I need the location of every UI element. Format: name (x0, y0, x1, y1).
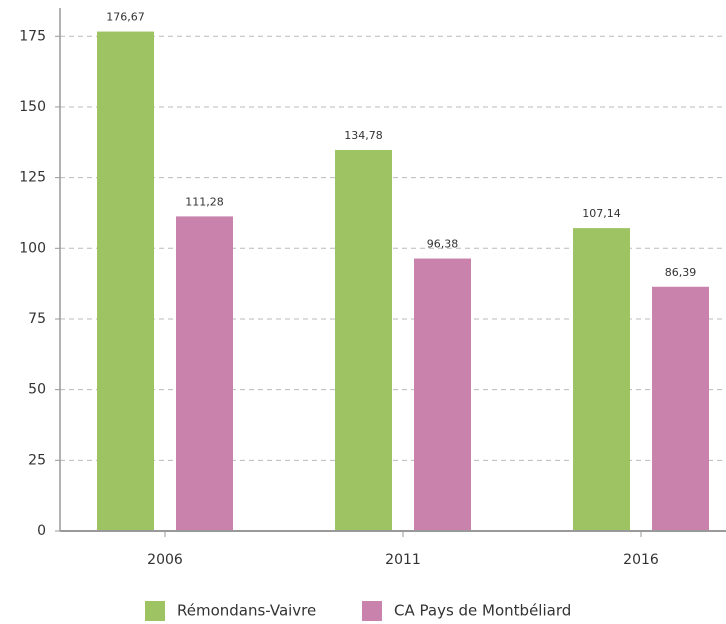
legend-swatch (145, 601, 165, 621)
bar (573, 228, 630, 532)
value-label: 176,67 (106, 11, 145, 24)
legend-label: Rémondans-Vaivre (177, 602, 316, 620)
y-tick-label: 25 (28, 452, 46, 468)
y-tick-label: 175 (19, 28, 46, 44)
y-tick-label: 150 (19, 99, 46, 115)
y-tick-label: 100 (19, 240, 46, 256)
value-label: 134,78 (344, 129, 383, 142)
value-label: 111,28 (185, 195, 224, 208)
bar (97, 31, 154, 532)
value-label: 107,14 (582, 207, 621, 220)
y-tick-label: 125 (19, 170, 46, 186)
legend-label: CA Pays de Montbéliard (394, 602, 571, 620)
value-label: 86,39 (665, 266, 697, 279)
bar (414, 258, 471, 531)
y-tick-label: 75 (28, 311, 46, 327)
x-tick-label: 2011 (385, 552, 421, 568)
bar (335, 149, 392, 531)
y-tick-label: 50 (28, 382, 46, 398)
legend-swatch (362, 601, 382, 621)
bar (176, 216, 233, 531)
value-label: 96,38 (427, 238, 459, 251)
x-tick-label: 2006 (147, 552, 183, 568)
bar (652, 286, 709, 531)
x-tick-label: 2016 (623, 552, 659, 568)
y-tick-label: 0 (37, 523, 46, 539)
